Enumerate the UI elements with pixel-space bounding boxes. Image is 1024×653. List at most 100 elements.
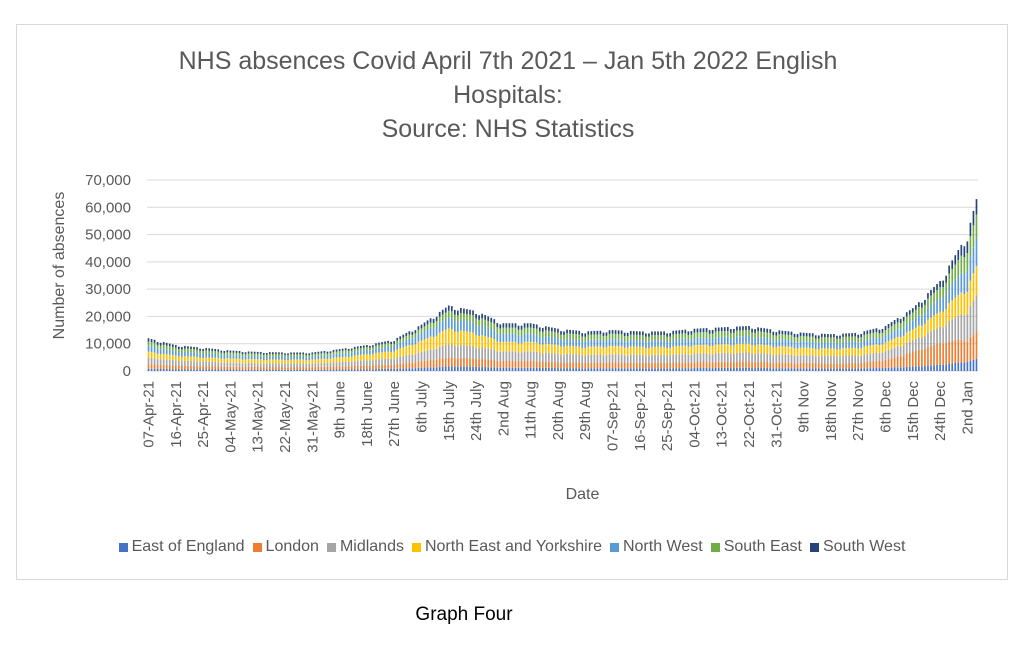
bar-segment-6	[538, 331, 541, 337]
bar-segment-7	[681, 329, 684, 334]
bar-segment-5	[866, 339, 869, 347]
bar-segment-5	[308, 357, 311, 361]
bar-segment-4	[466, 331, 468, 346]
bar-segment-4	[887, 341, 890, 351]
bar-segment-1	[323, 369, 326, 371]
bar-segment-2	[693, 362, 696, 369]
bar-segment-5	[390, 347, 392, 352]
bar-segment-7	[387, 340, 389, 344]
bar-segment-4	[736, 343, 738, 353]
bar-segment-4	[960, 292, 963, 315]
bar-segment-2	[620, 362, 623, 369]
bar-segment-2	[596, 362, 599, 369]
bar-segment-2	[702, 362, 705, 368]
bar-segment-3	[281, 363, 283, 368]
bar-segment-2	[851, 363, 853, 369]
bar-segment-5	[484, 326, 486, 337]
bar-segment-7	[663, 331, 665, 335]
bar-segment-6	[405, 336, 408, 340]
bar-segment-4	[651, 346, 653, 355]
bar-segment-3	[269, 363, 271, 368]
bar-segment-6	[648, 336, 650, 342]
bar-segment-4	[793, 348, 796, 356]
bar-segment-7	[745, 326, 747, 331]
bar-segment-3	[957, 315, 960, 340]
bar-segment-4	[450, 328, 453, 345]
bar-segment-5	[435, 326, 438, 336]
bar-segment-4	[942, 311, 944, 328]
bar-segment-1	[572, 368, 574, 371]
bar-segment-3	[384, 358, 386, 365]
bar-segment-5	[569, 338, 571, 346]
bar-segment-2	[657, 362, 659, 369]
bar-segment-4	[311, 359, 314, 364]
bar-segment-1	[469, 366, 471, 371]
bar-segment-3	[429, 349, 432, 360]
bar-segment-7	[896, 318, 899, 323]
bar-segment-7	[393, 341, 396, 344]
bar-segment-7	[396, 337, 399, 341]
bar-segment-1	[232, 369, 235, 371]
bar-segment-7	[696, 328, 699, 333]
bar-segment-6	[742, 330, 744, 337]
bar-segment-1	[957, 362, 960, 371]
bar-segment-7	[963, 246, 966, 258]
bar-segment-3	[911, 340, 914, 352]
bar-segment-5	[972, 247, 975, 274]
bar-segment-3	[290, 363, 292, 368]
legend-item: Midlands	[326, 538, 404, 556]
bar-segment-7	[399, 336, 402, 340]
bar-segment-2	[490, 359, 493, 368]
bar-segment-3	[948, 321, 951, 342]
x-tick-label: 27th Nov	[850, 381, 867, 442]
bar-segment-7	[729, 329, 732, 333]
bar-segment-5	[596, 339, 599, 347]
bar-segment-2	[733, 362, 735, 369]
bar-segment-4	[475, 335, 477, 348]
bar-segment-5	[396, 343, 399, 350]
bar-segment-2	[660, 362, 662, 369]
bar-segment-5	[208, 353, 211, 358]
bar-segment-6	[147, 341, 150, 346]
bar-segment-4	[939, 311, 941, 327]
bar-segment-1	[551, 367, 553, 371]
bar-segment-7	[751, 328, 753, 333]
bar-segment-6	[387, 343, 389, 347]
bar-segment-6	[308, 355, 311, 358]
chart-title: NHS absences Covid April 7th 2021 – Jan …	[0, 44, 1016, 146]
bar-segment-6	[496, 327, 499, 334]
bar-segment-4	[872, 344, 875, 354]
bar-segment-7	[848, 333, 850, 337]
bar-segment-5	[159, 349, 162, 355]
bar-segment-2	[811, 363, 814, 369]
bar-segment-2	[538, 361, 541, 368]
bar-segment-5	[933, 302, 935, 316]
bar-segment-4	[611, 346, 614, 355]
bar-segment-2	[290, 367, 292, 370]
bar-segment-3	[830, 355, 832, 364]
bar-segment-5	[863, 339, 866, 347]
bar-segment-2	[147, 364, 150, 369]
bar-segment-6	[796, 337, 799, 343]
bar-segment-3	[366, 360, 368, 366]
bar-segment-5	[666, 341, 668, 349]
bar-segment-7	[769, 329, 772, 333]
bar-segment-5	[678, 339, 681, 347]
bar-segment-4	[423, 339, 426, 352]
bar-segment-1	[269, 369, 271, 371]
bar-segment-7	[475, 313, 477, 319]
bar-segment-6	[563, 334, 565, 341]
bar-segment-3	[760, 353, 762, 362]
bar-segment-4	[205, 357, 207, 362]
bar-segment-3	[714, 353, 717, 362]
x-tick-label: 24th July	[468, 381, 485, 442]
bar-segment-5	[623, 341, 626, 348]
bar-segment-4	[438, 332, 441, 347]
bar-segment-6	[211, 350, 214, 354]
bar-segment-4	[420, 340, 423, 352]
bar-segment-6	[954, 264, 957, 280]
bar-segment-3	[817, 356, 820, 364]
bar-segment-5	[478, 326, 480, 337]
chart-title-line-2: Hospitals:	[453, 81, 563, 109]
bar-segment-1	[350, 369, 353, 371]
